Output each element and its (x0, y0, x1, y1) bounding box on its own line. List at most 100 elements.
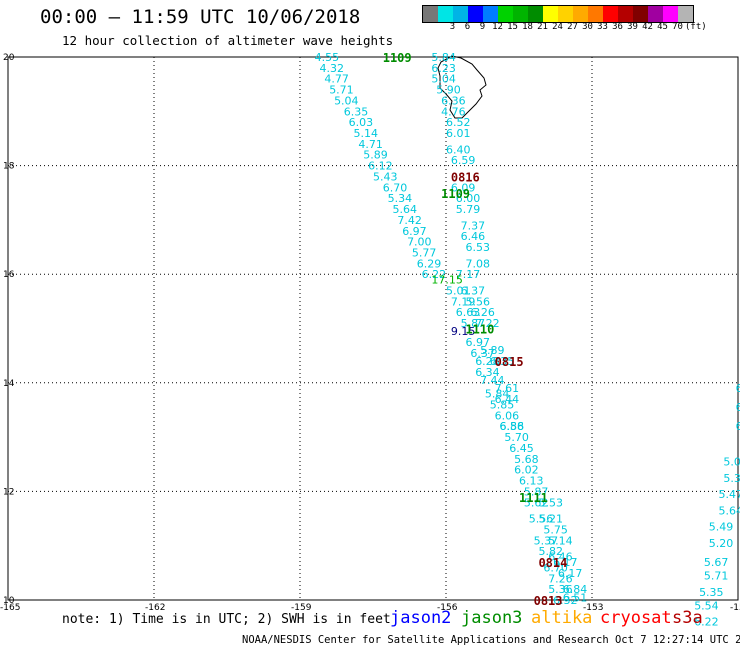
swh-value: 6.53 (465, 241, 490, 254)
swh-value: 5.64 (392, 203, 417, 216)
swh-value: 5.70 (504, 431, 529, 444)
pass-time-label: 0814 (538, 556, 567, 570)
swh-value: 5.53 (538, 496, 563, 509)
swh-value: 6.32 (553, 594, 578, 607)
legend-label: 21 (537, 22, 548, 32)
legend-swatch (558, 6, 573, 22)
legend-label: 70 (672, 22, 683, 32)
swh-value: 6.06 (495, 409, 519, 422)
legend-label: 9 (479, 22, 486, 32)
swh-value: 6.12 (368, 160, 393, 173)
legend-swatch (528, 6, 543, 22)
swh-value: 6.09 (451, 181, 476, 194)
satellite-name-jason2: jason2 (390, 608, 452, 628)
swh-value: 6.13 (519, 475, 544, 488)
legend-label: (ft) (685, 22, 707, 32)
swh-value: 7.22 (475, 317, 500, 330)
swh-value: 4.71 (358, 138, 383, 151)
satellite-name-altika: altika (531, 608, 593, 628)
swh-value: 5.90 (436, 84, 461, 97)
swh-value: 5.36 (548, 583, 573, 596)
swh-value: 6.02 (514, 464, 539, 477)
swh-value: 6.17 (558, 567, 583, 580)
pass-time-label: 0815 (495, 355, 524, 369)
swh-value: 4.32 (319, 62, 344, 75)
swh-value: 6.35 (344, 105, 369, 118)
swh-value: 5.14 (354, 127, 379, 140)
swh-value: 6.86 (500, 420, 525, 433)
swh-value: 6 (736, 401, 740, 414)
legend-swatch (513, 6, 528, 22)
swh-value: 5.3 (723, 472, 740, 485)
x-tick-label: -153 (583, 603, 603, 613)
swh-value: 5.87 (461, 317, 486, 330)
swh-value: 5.84 (431, 51, 456, 64)
y-tick-label: 18 (3, 162, 15, 172)
swh-value: 5.14 (548, 534, 573, 547)
color-legend (422, 5, 694, 23)
swh-value: 6.22 (694, 616, 719, 629)
swh-value: 6.59 (451, 154, 476, 167)
swh-value: 6.97 (402, 225, 427, 238)
island-outline (437, 55, 487, 119)
swh-value: 6.22 (422, 268, 447, 281)
legend-label: 42 (642, 22, 653, 32)
swh-value: 6.52 (446, 116, 471, 129)
legend-label: 6 (464, 22, 471, 32)
swh-value: 7.44 (480, 374, 505, 387)
legend-label: 36 (612, 22, 623, 32)
swh-value: 5.71 (329, 84, 354, 97)
legend-label: 24 (552, 22, 563, 32)
swh-value: 6.40 (446, 143, 471, 156)
swh-value: 7.17 (456, 268, 481, 281)
swh-value: 6.46 (461, 230, 486, 243)
swh-value: 6.03 (349, 116, 374, 129)
satellite-name-jason3: jason3 (461, 608, 523, 628)
swh-value: 6 (736, 420, 740, 433)
swh-value: 5.77 (412, 246, 437, 259)
legend-label: 3 (449, 22, 456, 32)
y-tick-label: 20 (3, 53, 15, 63)
swh-value: 6.23 (431, 62, 456, 75)
x-tick-label: -162 (145, 603, 165, 613)
x-tick-label: -15 (730, 603, 740, 613)
swh-value: 6.45 (509, 442, 534, 455)
legend-swatch (603, 6, 618, 22)
legend-swatch (543, 6, 558, 22)
swh-value: 5.89 (363, 149, 388, 162)
swh-value: 7.26 (548, 572, 573, 585)
swh-value: 5.89 (480, 344, 505, 357)
color-legend-labels: 3 6 9 12 15 18 21 24 27 30 33 36 39 42 45 70 (ft) (422, 22, 740, 34)
swh-value: 6.46 (548, 551, 573, 564)
legend-label: 15 (507, 22, 518, 32)
swh-value: 5.87 (524, 485, 549, 498)
swh-value: 5.43 (373, 170, 398, 183)
pass-time-label: 1111 (519, 491, 548, 505)
swh-value: 5.21 (538, 513, 563, 526)
swh-value: 5.56 (465, 295, 490, 308)
swh-value: 5.01 (446, 284, 471, 297)
x-tick-label: -159 (291, 603, 312, 613)
y-tick-label: 12 (3, 487, 14, 497)
swh-value: 5.64 (719, 504, 740, 517)
swh-value: 5.54 (694, 599, 719, 612)
swh-value: 7.19 (451, 295, 476, 308)
note-text: note: 1) Time is in UTC; 2) SWH is in fe… (62, 612, 391, 627)
swh-value: 6.17 (553, 556, 578, 569)
swh-value: 5.84 (485, 388, 510, 401)
swh-value: 7.42 (397, 214, 422, 227)
swh-value: 7.08 (465, 257, 490, 270)
swh-value: 5.82 (538, 545, 563, 558)
swh-value: 6 (736, 382, 740, 395)
swh-value: 6.37 (470, 347, 495, 360)
swh-value: 6.44 (495, 393, 519, 406)
swh-value: 6.34 (475, 366, 500, 379)
pass-time-label: 1110 (465, 323, 494, 337)
swh-value: 6.84 (563, 583, 588, 596)
legend-label: 27 (567, 22, 578, 32)
swh-value: 6.26 (470, 306, 495, 319)
page-title: 00:00 – 11:59 UTC 10/06/2018 (40, 6, 361, 28)
swh-value: 5.68 (514, 453, 539, 466)
swh-value: 4.55 (315, 51, 340, 64)
y-tick-label: 16 (3, 270, 15, 280)
